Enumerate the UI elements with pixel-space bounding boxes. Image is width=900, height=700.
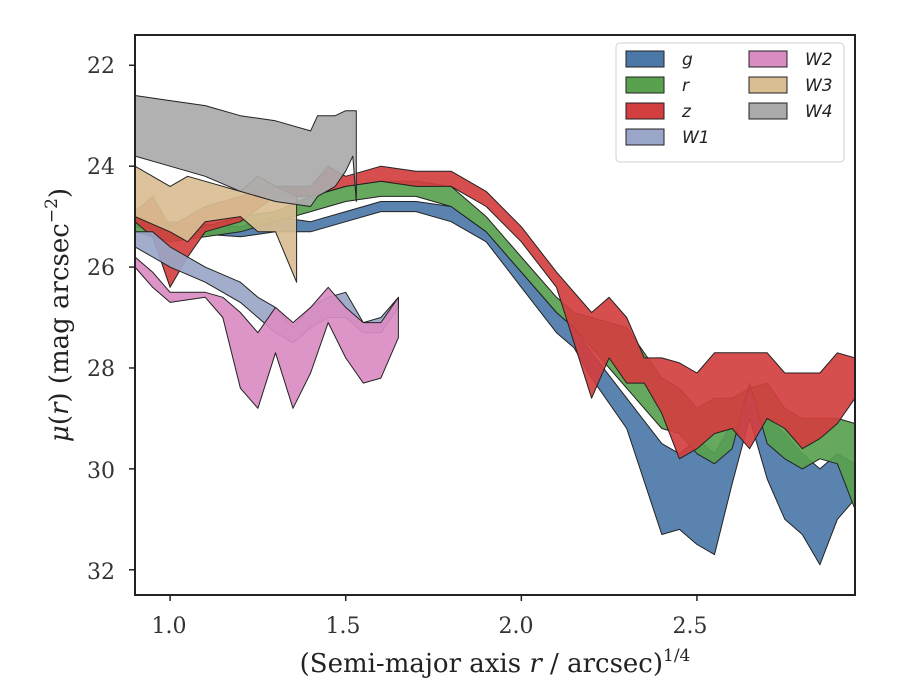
x-tick-label: 1.0 [152,614,187,639]
x-tick-label: 2.5 [673,614,708,639]
plot-area [135,95,855,566]
legend-swatch-r [625,76,665,94]
legend-label-w4: W4 [805,102,833,122]
legend: grz W1 W2 W3 W4 [615,42,845,163]
band-z [135,165,855,460]
legend-swatch-w4 [748,102,788,120]
legend-label-w1: W1 [682,128,710,148]
y-tick-label: 32 [87,560,115,585]
y-tick-label: 24 [87,155,115,180]
band-w2 [135,256,399,409]
y-tick-label: 26 [87,256,115,281]
x-tick-label: 1.5 [326,614,361,639]
y-tick-label: 22 [87,54,115,79]
legend-label-z: z [681,102,692,122]
y-tick-label: 30 [87,459,115,484]
x-axis-label: (Semi-major axis r / arcsec)1/4 [300,646,691,679]
band-w4 [135,95,357,207]
legend-swatch-z [625,102,665,120]
y-tick-label: 28 [87,357,115,382]
legend-swatch-w1 [625,128,665,146]
legend-swatch-w2 [748,50,788,68]
legend-label-w3: W3 [805,76,833,96]
tick-marks [129,64,698,601]
plot-frame [134,34,856,596]
x-tick-label: 2.0 [499,614,534,639]
legend-box [615,42,845,163]
legend-label-w2: W2 [805,50,833,70]
legend-label-g: g [682,50,693,70]
legend-swatch-w3 [748,76,788,94]
y-axis-label: μ(r) (mag arcsec−2) [42,188,75,442]
y-tick-labels: 22 24 26 28 30 32 [87,54,115,585]
legend-label-r: r [682,76,690,96]
x-tick-labels: 1.0 1.5 2.0 2.5 [152,614,708,639]
legend-swatch-g [625,50,665,68]
